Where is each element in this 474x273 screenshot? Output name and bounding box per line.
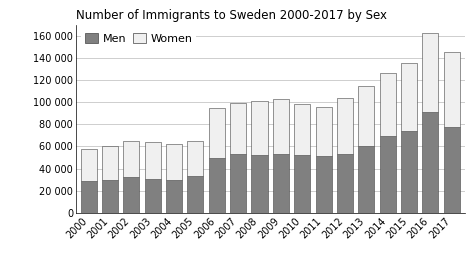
Bar <box>401 131 417 213</box>
Legend: Men, Women: Men, Women <box>82 30 196 47</box>
Bar <box>102 146 118 180</box>
Bar <box>145 142 161 179</box>
Bar <box>422 112 438 213</box>
Bar <box>273 99 289 154</box>
Bar <box>166 180 182 213</box>
Bar <box>444 52 460 126</box>
Bar <box>358 85 374 146</box>
Bar <box>444 126 460 213</box>
Bar <box>380 136 396 213</box>
Bar <box>358 146 374 213</box>
Bar <box>230 103 246 154</box>
Bar <box>145 179 161 213</box>
Bar <box>230 154 246 213</box>
Bar <box>422 33 438 112</box>
Bar <box>252 155 267 213</box>
Bar <box>316 106 332 156</box>
Bar <box>123 141 139 177</box>
Bar <box>294 155 310 213</box>
Bar <box>316 156 332 213</box>
Bar <box>187 141 203 176</box>
Bar <box>123 177 139 213</box>
Bar <box>187 176 203 213</box>
Bar <box>166 144 182 180</box>
Bar <box>401 63 417 131</box>
Bar <box>380 73 396 136</box>
Bar <box>102 180 118 213</box>
Bar <box>273 154 289 213</box>
Bar <box>209 108 225 158</box>
Bar <box>81 149 97 181</box>
Bar <box>81 181 97 213</box>
Bar <box>337 98 353 154</box>
Bar <box>209 158 225 213</box>
Bar <box>294 104 310 155</box>
Bar <box>252 101 267 155</box>
Text: Number of Immigrants to Sweden 2000-2017 by Sex: Number of Immigrants to Sweden 2000-2017… <box>76 9 387 22</box>
Bar <box>337 154 353 213</box>
